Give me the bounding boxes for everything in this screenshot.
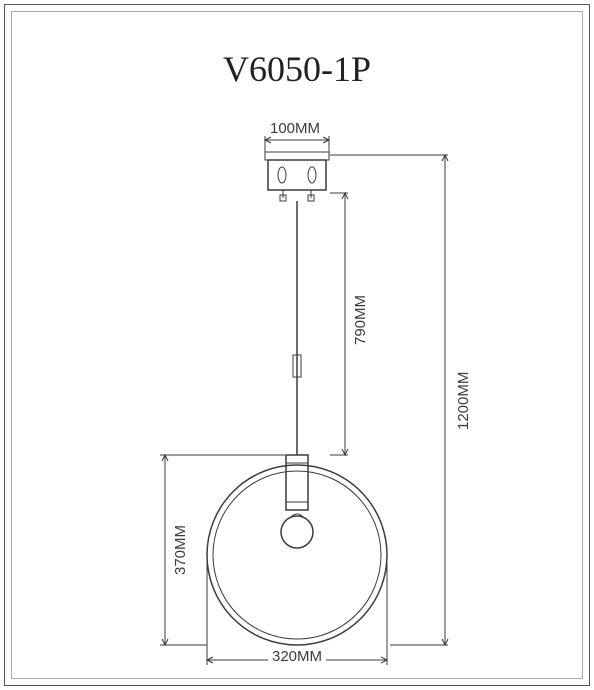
dim-ring-width: 320MM <box>272 648 322 665</box>
dim-ring-height: 370MM <box>172 525 189 575</box>
dim-canopy-width: 100MM <box>270 120 320 137</box>
dim-total-height: 1200MM <box>455 372 472 430</box>
model-number: V6050-1P <box>0 48 594 90</box>
inner-frame <box>11 11 583 679</box>
dim-cable-length: 790MM <box>352 295 369 345</box>
